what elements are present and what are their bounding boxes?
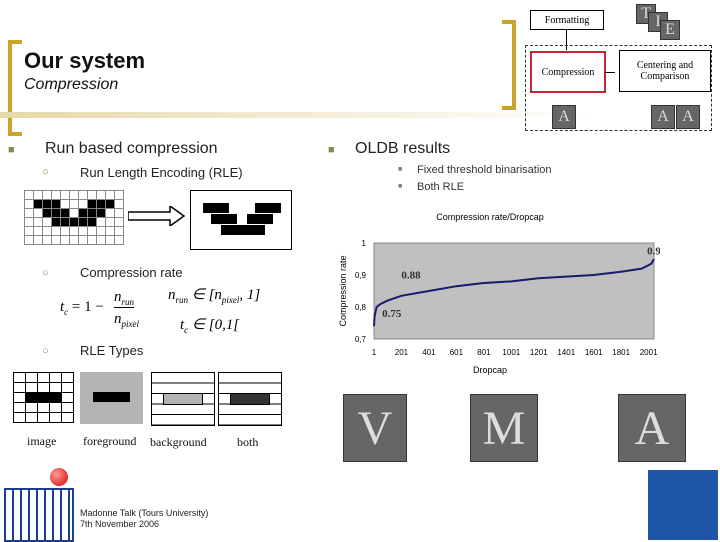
rle-label: foreground [83,434,137,448]
x-tick-label: 1201 [530,348,548,357]
chart-title: Compression rate/Dropcap [436,212,544,222]
formula-text: = 1 − [71,299,104,315]
left-item: Compression rate [80,265,183,280]
plot-area [373,242,655,340]
dropcap-image: A [676,105,700,129]
x-tick-label: 1801 [612,348,630,357]
formula-text: t [180,317,185,333]
dropcap-image: A [651,105,675,129]
formula-text: ∈ [0,1[ [191,317,240,333]
x-tick-label: 801 [477,348,491,357]
x-tick-label: 1 [372,348,377,357]
dropcap-v: V [343,394,407,462]
x-axis-label: Dropcap [473,365,507,375]
dashed-group [525,45,712,131]
x-tick-label: 2001 [640,348,658,357]
formula-text: run [175,295,189,305]
formula-text: c [64,307,69,317]
formula-text: t [60,299,65,315]
formatting-box: Formatting [530,10,604,30]
formula-text: , 1] [239,287,261,303]
dropcap-image: A [552,105,576,129]
page-subtitle: Compression [24,76,119,93]
runs-box [190,190,292,250]
formula: tc = 1 − nrun npixel nrun ∈ [npixel, 1] … [60,285,280,335]
y-axis-label: Compression rate [338,255,348,326]
bullet-icon: ○ [42,166,49,178]
bullet-icon: ■ [328,144,335,156]
formula-text: pixel [221,295,240,305]
left-bullet: Run based compression [45,140,218,157]
right-item: Fixed threshold binarisation [417,164,552,176]
x-tick-label: 201 [395,348,409,357]
formula-text: n [168,287,176,303]
centering-box: Centering and Comparison [619,50,711,92]
rle-both [218,372,282,426]
right-item: Both RLE [417,181,465,193]
rle-label: image [27,434,57,448]
y-tick-label: 1 [362,239,367,248]
x-tick-label: 1401 [557,348,575,357]
right-bullet: OLDB results [355,140,451,157]
compression-chart: Compression rate/Dropcap Dropcap Compressi… [338,212,660,375]
rle-label: background [150,435,207,449]
arrow [605,72,615,73]
formula-text: n [114,311,122,327]
series-line [373,258,655,327]
footer-date: 7th November 2006 [80,519,160,529]
arrow [566,29,567,50]
bullet-icon: ■ [398,183,403,190]
data-label: 0.95 [647,245,660,257]
university-logo [4,488,74,542]
x-tick-label: 401 [422,348,436,357]
title-underline [0,112,600,118]
bullet-icon: ■ [8,144,15,156]
x-tick-label: 1601 [585,348,603,357]
pixel-grid [24,190,124,245]
footer-text: Madonne Talk (Tours University) [80,508,209,518]
formula-text: n [114,289,122,305]
bullet-icon: ○ [42,345,49,357]
formula-text: c [184,325,189,335]
la-rochelle-logo [648,470,718,540]
y-tick-label: 0,9 [355,271,367,280]
rle-foreground [80,372,143,424]
left-item: Run Length Encoding (RLE) [80,165,243,180]
compression-box: Compression [530,51,606,93]
rle-background [151,372,215,426]
y-tick-label: 0,7 [355,335,367,344]
data-label: 0.88 [401,269,421,281]
dropcap-image: E [660,20,680,40]
left-bracket [8,40,22,136]
y-tick-label: 0,8 [355,303,367,312]
right-bracket [502,20,516,110]
page-title: Our system [24,48,146,73]
red-ball-icon [50,468,68,486]
formula-text: run [121,297,135,307]
left-item: RLE Types [80,343,144,358]
x-tick-label: 601 [450,348,464,357]
formula-text: pixel [121,319,140,329]
rle-label: both [237,435,259,449]
bullet-icon: ■ [398,166,403,173]
bullet-icon: ○ [42,267,49,279]
x-tick-label: 1001 [502,348,520,357]
formula-text: ∈ [n [191,287,222,303]
dropcap-m: M [470,394,538,462]
rle-image-grid [13,372,74,423]
dropcap-a: A [618,394,686,462]
data-label: 0.75 [382,308,402,320]
arrow-icon [128,206,186,226]
